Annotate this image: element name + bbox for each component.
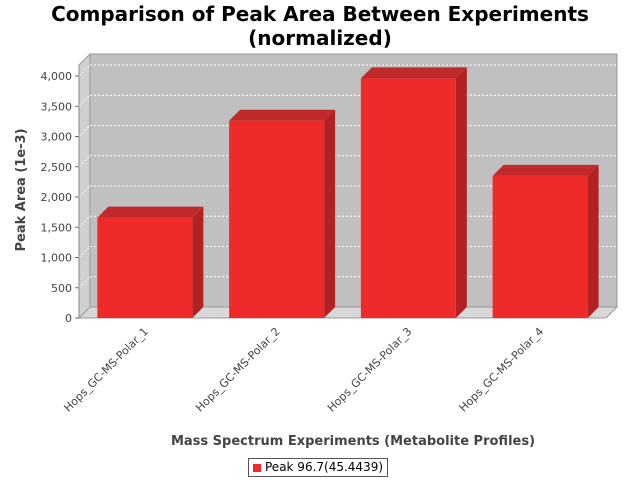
gridline-slant bbox=[78, 215, 91, 228]
y-axis-label: Peak Area (1e-3) bbox=[14, 128, 29, 251]
y-tick-label: 2,500 bbox=[41, 161, 73, 174]
legend: Peak 96.7(45.4439) bbox=[248, 458, 389, 477]
bar-side bbox=[192, 206, 204, 318]
x-tick-label: Hops_GC-MS-Polar_1 bbox=[61, 325, 151, 415]
y-tick-label: 2,000 bbox=[41, 191, 73, 204]
x-tick-label: Hops_GC-MS-Polar_4 bbox=[457, 325, 547, 415]
chart-title-line-1: Comparison of Peak Area Between Experime… bbox=[51, 2, 589, 26]
y-tick-label: 3,000 bbox=[41, 131, 73, 144]
y-tick-label: 0 bbox=[65, 312, 72, 325]
y-tick-label: 3,500 bbox=[41, 100, 73, 113]
gridline-slant bbox=[78, 94, 91, 107]
bar bbox=[97, 217, 193, 318]
chart-title-line-2: (normalized) bbox=[248, 26, 392, 50]
bar-top bbox=[229, 109, 336, 121]
bar-side bbox=[455, 67, 467, 318]
x-tick-label: Hops_GC-MS-Polar_2 bbox=[193, 325, 283, 415]
legend-swatch bbox=[253, 463, 261, 472]
x-axis-label: Mass Spectrum Experiments (Metabolite Pr… bbox=[171, 434, 535, 449]
y-tick-label: 4,000 bbox=[41, 70, 73, 83]
bar-top bbox=[492, 164, 599, 176]
gridline-slant bbox=[78, 64, 91, 77]
y-tick-label: 1,500 bbox=[41, 221, 73, 234]
y-tick-label: 500 bbox=[51, 282, 72, 295]
bar-top bbox=[360, 67, 467, 79]
bar bbox=[229, 120, 325, 319]
gridline-slant bbox=[78, 155, 91, 168]
bar bbox=[360, 78, 456, 318]
gridline-slant bbox=[78, 185, 91, 198]
bar-side bbox=[324, 109, 336, 319]
bar-side bbox=[587, 164, 599, 318]
y-tick-label: 1,000 bbox=[41, 252, 73, 265]
x-tick-label: Hops_GC-MS-Polar_3 bbox=[325, 325, 415, 415]
gridline-slant bbox=[78, 125, 91, 137]
bar bbox=[492, 175, 588, 318]
gridline-slant bbox=[78, 276, 91, 289]
legend-series-name: Peak 96.7(45.4439) bbox=[265, 460, 384, 474]
gridline-slant bbox=[78, 246, 91, 258]
bar-top bbox=[97, 206, 204, 218]
